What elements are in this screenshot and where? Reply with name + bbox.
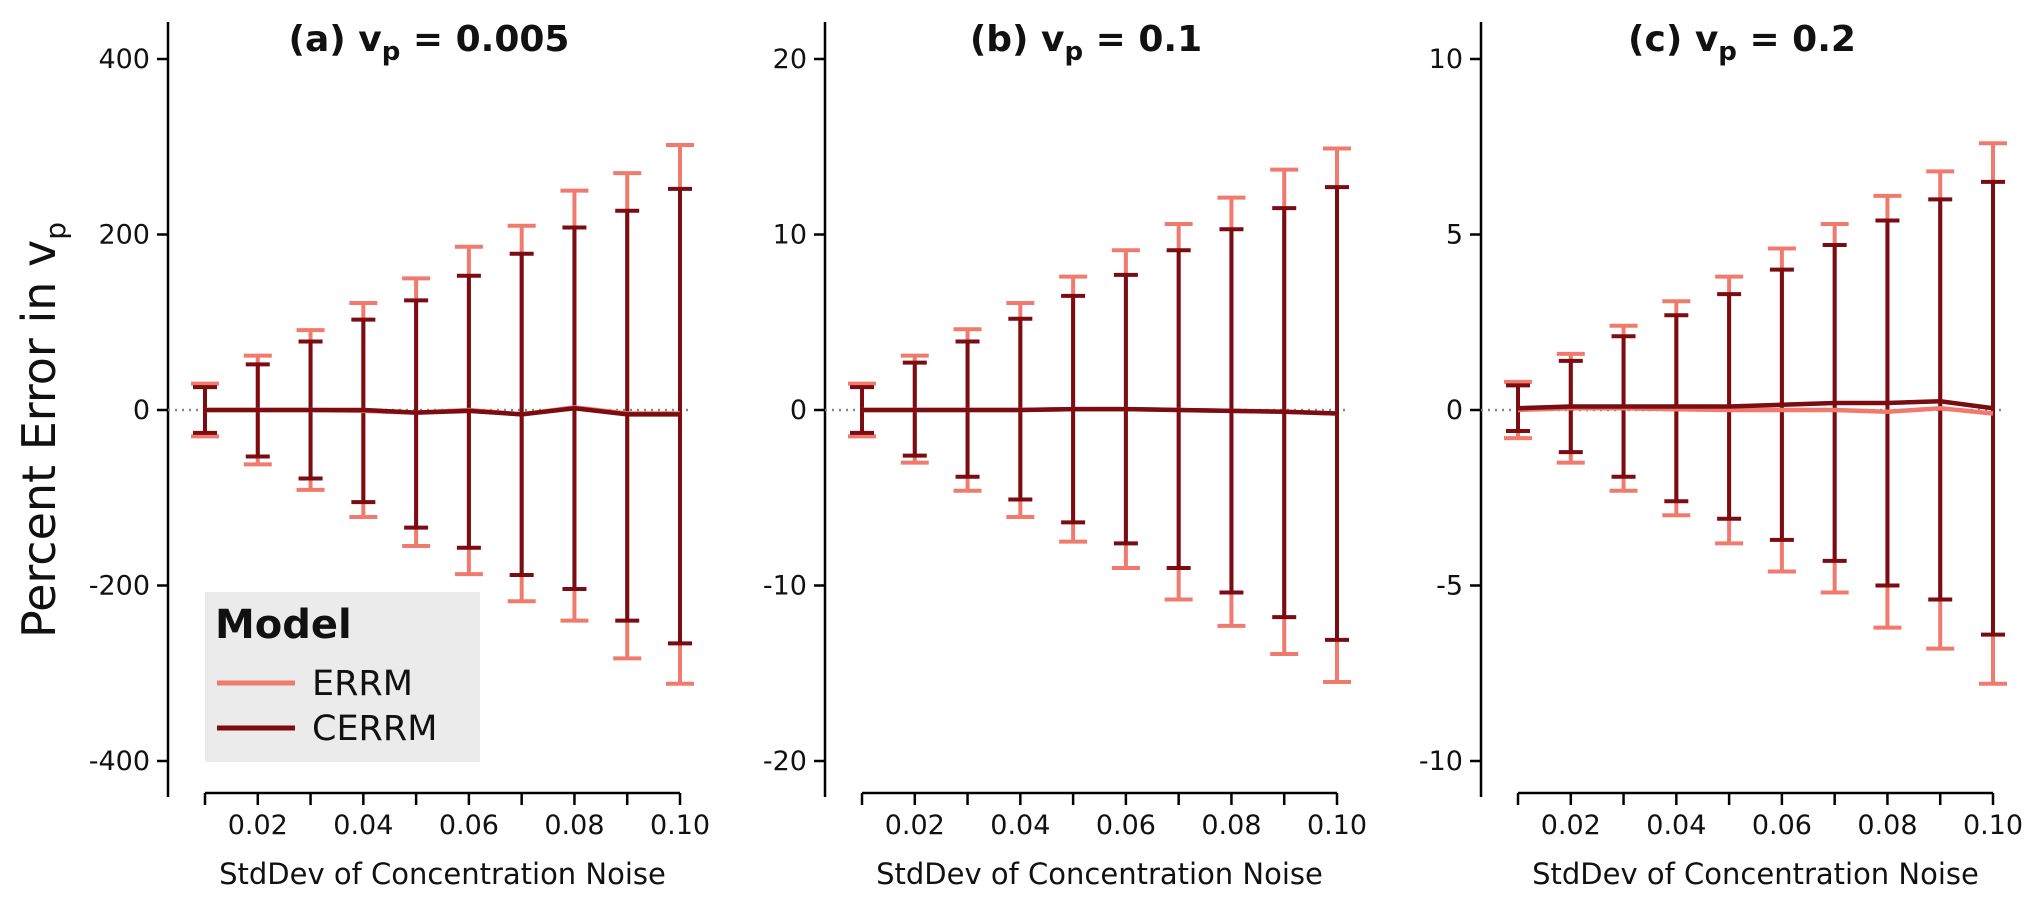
y-tick-label-a: -400 [89,746,150,777]
panel-title-sub-b: p [1065,37,1084,67]
panel-title-prefix-a: (a) v [289,19,382,60]
y-axis-label: Percent Error in vp [12,222,72,638]
panel-title-b: (b) vp = 0.1 [970,19,1202,67]
y-tick-label-b: 10 [773,220,807,251]
x-tick-label-a: 0.04 [333,810,393,841]
y-tick-label-c: -10 [1419,746,1463,777]
y-tick-label-a: 0 [133,395,150,426]
legend: Model ERRM CERRM [205,592,480,762]
x-tick-label-c: 0.06 [1752,810,1812,841]
x-tick-label-c: 0.10 [1963,810,2023,841]
panel-c: -10 -5 0 5 10 0.02 0.04 0.06 0.08 0.10 StdDev of C… [1419,19,2023,891]
y-tick-label-a: -200 [89,571,150,602]
panel-title-suffix-c: = 0.2 [1737,19,1856,60]
y-tick-label-b: -10 [763,571,807,602]
x-tick-label-c: 0.02 [1541,810,1601,841]
x-tick-label-b: 0.06 [1096,810,1156,841]
legend-background [205,592,480,762]
x-axis-label-a: StdDev of Concentration Noise [219,857,666,891]
panel-b: -20 -10 0 10 20 0.02 0.04 0.06 0.08 0.10 StdDev of… [763,19,1367,891]
x-tick-label-a: 0.10 [650,810,710,841]
y-tick-label-c: -5 [1436,571,1463,602]
x-axis-label-b: StdDev of Concentration Noise [876,857,1323,891]
y-tick-label-b: 0 [790,395,807,426]
y-tick-label-a: 200 [98,220,150,251]
y-axis-label-main: Percent Error in v [12,240,66,638]
y-tick-label-a: 400 [98,44,150,75]
series-line-cerrm-c [1517,398,1994,411]
y-tick-label-b: 20 [773,44,807,75]
panel-title-c: (c) vp = 0.2 [1628,19,1856,67]
legend-label-cerrm: CERRM [312,709,437,749]
y-tick-label-c: 0 [1446,395,1463,426]
panel-title-sub-a: p [382,37,401,67]
x-tick-label-b: 0.08 [1201,810,1261,841]
x-tick-label-a: 0.06 [439,810,499,841]
series-line-cerrm-b [862,406,1338,416]
x-tick-label-b: 0.10 [1307,810,1367,841]
x-tick-label-a: 0.08 [544,810,604,841]
x-tick-label-c: 0.04 [1646,810,1706,841]
legend-label-errm: ERRM [312,664,413,704]
x-axis-label-c: StdDev of Concentration Noise [1532,857,1979,891]
panel-title-suffix-a: = 0.005 [400,19,569,60]
y-tick-label-b: -20 [763,746,807,777]
y-axis-label-sub: p [39,222,72,240]
panel-title-sub-c: p [1718,37,1737,67]
y-tick-label-c: 5 [1446,220,1463,251]
panel-a: -400 -200 0 200 400 0.02 0.04 0.06 0.08 0.10 StdDe… [89,19,710,891]
legend-title: Model [215,602,352,648]
panel-title-prefix-b: (b) v [970,19,1065,60]
y-tick-label-c: 10 [1429,44,1463,75]
series-line-cerrm-a [205,405,680,417]
panel-title-a: (a) vp = 0.005 [289,19,570,67]
panel-title-prefix-c: (c) v [1628,19,1718,60]
series-line-errm-c [1517,405,1994,416]
x-tick-label-b: 0.04 [990,810,1050,841]
x-tick-label-c: 0.08 [1857,810,1917,841]
panel-title-suffix-b: = 0.1 [1083,19,1202,60]
x-tick-label-b: 0.02 [885,810,945,841]
x-tick-label-a: 0.02 [228,810,288,841]
